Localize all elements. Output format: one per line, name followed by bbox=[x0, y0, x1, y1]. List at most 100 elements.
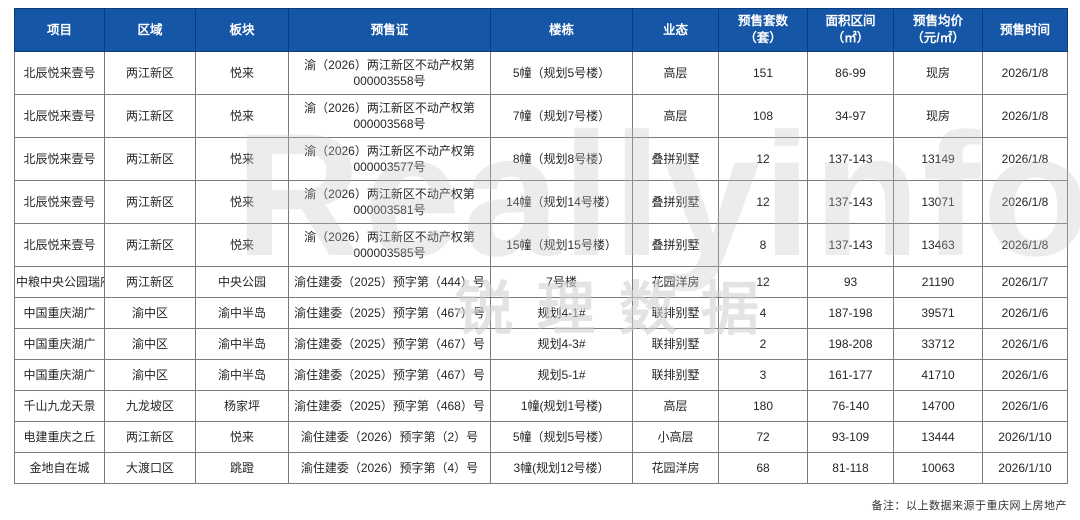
table-cell: 2026/1/6 bbox=[982, 328, 1068, 360]
table-cell: 渝住建委（2026）预字第（2）号 bbox=[288, 421, 491, 453]
table-cell: 8 bbox=[718, 223, 808, 267]
table-cell: 渝住建委（2025）预字第（468）号 bbox=[288, 390, 491, 422]
table-row: 中国重庆湖广 渝中区 渝中半岛 渝住建委（2025）预字第（467）号 规划4-3# 联排… bbox=[14, 328, 1068, 360]
table-cell: 15幢（规划15号楼） bbox=[490, 223, 633, 267]
table-cell: 千山九龙天景 bbox=[14, 390, 105, 422]
table-cell: 两江新区 bbox=[104, 266, 196, 298]
table-cell: 两江新区 bbox=[104, 51, 196, 95]
header-district: 区域 bbox=[104, 8, 196, 52]
header-units: 预售套数 （套） bbox=[718, 8, 808, 52]
table-row: 中粮中央公园瑞府 两江新区 中央公园 渝住建委（2025）预字第（444）号 7号楼 花园… bbox=[14, 266, 1068, 298]
table-cell: 两江新区 bbox=[104, 94, 196, 138]
table-cell: 联排别墅 bbox=[632, 359, 719, 391]
table-cell: 北辰悦来壹号 bbox=[14, 180, 105, 224]
table-cell: 渝中半岛 bbox=[195, 297, 289, 329]
table-cell: 198-208 bbox=[807, 328, 894, 360]
table-cell: 规划5-1# bbox=[490, 359, 633, 391]
table-cell: 悦来 bbox=[195, 94, 289, 138]
table-cell: 1幢(规划1号楼) bbox=[490, 390, 633, 422]
table-row: 北辰悦来壹号 两江新区 悦来 渝（2026）两江新区不动产权第 000003585号 1… bbox=[14, 223, 1068, 267]
table-cell: 渝（2026）两江新区不动产权第 000003585号 bbox=[288, 223, 491, 267]
table-cell: 跳蹬 bbox=[195, 452, 289, 484]
table-cell: 81-118 bbox=[807, 452, 894, 484]
table-cell: 2026/1/6 bbox=[982, 359, 1068, 391]
table-cell: 悦来 bbox=[195, 51, 289, 95]
table-row: 中国重庆湖广 渝中区 渝中半岛 渝住建委（2025）预字第（467）号 规划5-1# 联排… bbox=[14, 359, 1068, 391]
table-cell: 规划4-3# bbox=[490, 328, 633, 360]
table-cell: 中粮中央公园瑞府 bbox=[14, 266, 105, 298]
header-permit: 预售证 bbox=[288, 8, 491, 52]
table-cell: 2026/1/7 bbox=[982, 266, 1068, 298]
table-cell: 2026/1/8 bbox=[982, 137, 1068, 181]
table-cell: 2026/1/10 bbox=[982, 421, 1068, 453]
table-cell: 137-143 bbox=[807, 180, 894, 224]
table-cell: 151 bbox=[718, 51, 808, 95]
table-cell: 13444 bbox=[893, 421, 983, 453]
header-biz-type: 业态 bbox=[632, 8, 719, 52]
table-body: 北辰悦来壹号 两江新区 悦来 渝（2026）两江新区不动产权第 000003558号 5… bbox=[14, 51, 1068, 484]
table-cell: 2026/1/8 bbox=[982, 51, 1068, 95]
table-cell: 渝住建委（2025）预字第（467）号 bbox=[288, 359, 491, 391]
table-cell: 34-97 bbox=[807, 94, 894, 138]
table-row: 金地自在城 大渡口区 跳蹬 渝住建委（2026）预字第（4）号 3幢(规划12号楼） 花园… bbox=[14, 452, 1068, 484]
table-cell: 叠拼别墅 bbox=[632, 137, 719, 181]
table-cell: 14700 bbox=[893, 390, 983, 422]
table-cell: 13149 bbox=[893, 137, 983, 181]
table-cell: 3 bbox=[718, 359, 808, 391]
table-cell: 2026/1/8 bbox=[982, 94, 1068, 138]
table-cell: 21190 bbox=[893, 266, 983, 298]
header-price: 预售均价 （元/㎡） bbox=[893, 8, 983, 52]
table-cell: 现房 bbox=[893, 94, 983, 138]
table-cell: 联排别墅 bbox=[632, 297, 719, 329]
table-cell: 渝（2026）两江新区不动产权第 000003577号 bbox=[288, 137, 491, 181]
header-area: 面积区间 （㎡） bbox=[807, 8, 894, 52]
table-cell: 39571 bbox=[893, 297, 983, 329]
table-cell: 小高层 bbox=[632, 421, 719, 453]
table-cell: 93 bbox=[807, 266, 894, 298]
table-cell: 2 bbox=[718, 328, 808, 360]
header-sector: 板块 bbox=[195, 8, 289, 52]
table-cell: 叠拼别墅 bbox=[632, 180, 719, 224]
table-row: 中国重庆湖广 渝中区 渝中半岛 渝住建委（2025）预字第（467）号 规划4-1# 联排… bbox=[14, 297, 1068, 329]
table-cell: 12 bbox=[718, 266, 808, 298]
table-row: 北辰悦来壹号 两江新区 悦来 渝（2026）两江新区不动产权第 000003558号 5… bbox=[14, 51, 1068, 95]
table-cell: 电建重庆之丘 bbox=[14, 421, 105, 453]
table-cell: 72 bbox=[718, 421, 808, 453]
table-row: 千山九龙天景 九龙坡区 杨家坪 渝住建委（2025）预字第（468）号 1幢(规划1号楼… bbox=[14, 390, 1068, 422]
table-cell: 137-143 bbox=[807, 137, 894, 181]
table-cell: 12 bbox=[718, 180, 808, 224]
table-cell: 联排别墅 bbox=[632, 328, 719, 360]
table-cell: 九龙坡区 bbox=[104, 390, 196, 422]
table-cell: 渝住建委（2025）预字第（444）号 bbox=[288, 266, 491, 298]
table-cell: 渝中区 bbox=[104, 297, 196, 329]
table-header-row: 项目 区域 板块 预售证 楼栋 业态 预售套数 （套） 面积区间 （㎡） 预售均… bbox=[14, 8, 1068, 52]
table-cell: 5幢（规划5号楼） bbox=[490, 421, 633, 453]
header-date: 预售时间 bbox=[982, 8, 1068, 52]
table-cell: 13071 bbox=[893, 180, 983, 224]
table-cell: 中央公园 bbox=[195, 266, 289, 298]
table-cell: 北辰悦来壹号 bbox=[14, 137, 105, 181]
table-cell: 两江新区 bbox=[104, 180, 196, 224]
header-project: 项目 bbox=[14, 8, 105, 52]
table-cell: 2026/1/6 bbox=[982, 297, 1068, 329]
table-row: 北辰悦来壹号 两江新区 悦来 渝（2026）两江新区不动产权第 000003581号 1… bbox=[14, 180, 1068, 224]
table-cell: 渝中区 bbox=[104, 328, 196, 360]
table-cell: 渝住建委（2026）预字第（4）号 bbox=[288, 452, 491, 484]
table-cell: 北辰悦来壹号 bbox=[14, 223, 105, 267]
table-cell: 68 bbox=[718, 452, 808, 484]
table-row: 北辰悦来壹号 两江新区 悦来 渝（2026）两江新区不动产权第 000003568号 7… bbox=[14, 94, 1068, 138]
table-cell: 76-140 bbox=[807, 390, 894, 422]
table-cell: 两江新区 bbox=[104, 223, 196, 267]
table-cell: 187-198 bbox=[807, 297, 894, 329]
table-cell: 2026/1/8 bbox=[982, 180, 1068, 224]
table-cell: 3幢(规划12号楼） bbox=[490, 452, 633, 484]
table-cell: 86-99 bbox=[807, 51, 894, 95]
table-cell: 高层 bbox=[632, 390, 719, 422]
table-cell: 137-143 bbox=[807, 223, 894, 267]
table-row: 北辰悦来壹号 两江新区 悦来 渝（2026）两江新区不动产权第 000003577号 8… bbox=[14, 137, 1068, 181]
table-cell: 93-109 bbox=[807, 421, 894, 453]
table-cell: 悦来 bbox=[195, 421, 289, 453]
table-cell: 花园洋房 bbox=[632, 452, 719, 484]
table-cell: 渝住建委（2025）预字第（467）号 bbox=[288, 297, 491, 329]
